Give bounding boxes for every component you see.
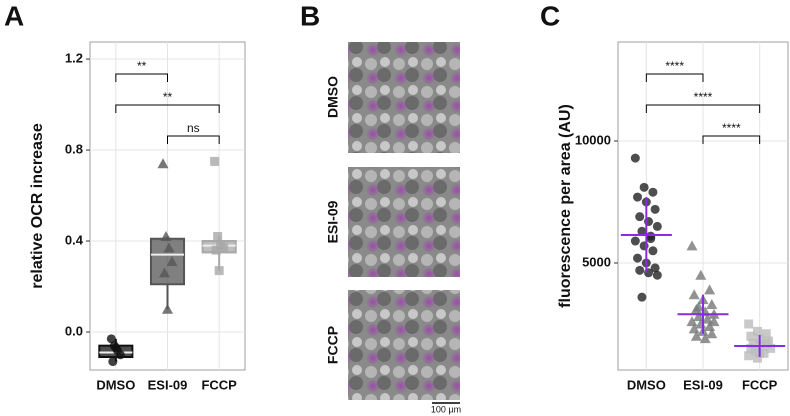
point (166, 256, 178, 267)
significance-label: ** (137, 59, 147, 73)
point (157, 158, 169, 169)
point (686, 240, 698, 251)
panel-label: C (540, 0, 560, 31)
y-axis-label: fluorescence per area (AU) (557, 104, 574, 308)
y-tick-label: 0.8 (65, 141, 83, 156)
image-label: ESI-09 (325, 200, 341, 243)
y-tick-label: 0.0 (65, 323, 83, 338)
point (688, 323, 700, 334)
point (214, 266, 224, 276)
panel-label: B (300, 0, 320, 31)
point (630, 153, 640, 163)
point (646, 234, 656, 244)
point (648, 246, 658, 256)
point (159, 267, 170, 278)
significance-label: **** (722, 121, 741, 135)
point (686, 316, 698, 327)
point (752, 353, 762, 363)
significance-bracket (115, 104, 220, 113)
point (693, 311, 705, 322)
point (746, 343, 756, 353)
point (637, 226, 647, 236)
point (630, 236, 640, 246)
image-label: FCCP (325, 326, 341, 364)
point (688, 289, 700, 300)
point (650, 204, 660, 214)
micrographs: DMSO ESI-09 FCCP 100 µm (325, 42, 461, 414)
image (348, 290, 460, 400)
point (706, 328, 718, 339)
point (163, 242, 175, 253)
x-tick-label: ESI-09 (683, 377, 723, 392)
point (635, 212, 645, 222)
y-tick-label: 10000 (575, 132, 611, 147)
point (633, 253, 643, 263)
point (650, 263, 660, 273)
point (652, 221, 662, 231)
point (748, 339, 758, 349)
panel-label: A (4, 0, 24, 31)
image-label: DMSO (325, 76, 341, 118)
point (639, 182, 649, 192)
significance-bracket (645, 73, 704, 82)
point (701, 313, 713, 324)
significance-bracket (115, 73, 168, 82)
significance-label: ns (187, 121, 200, 135)
x-tick-label: DMSO (96, 377, 135, 392)
point (106, 334, 116, 344)
point (652, 270, 662, 280)
y-axis-label: relative OCR increase (29, 123, 46, 289)
point (695, 269, 707, 280)
point (708, 316, 720, 327)
point (744, 351, 754, 361)
x-tick-label: DMSO (627, 377, 666, 392)
y-tick-label: 0.4 (65, 232, 84, 247)
point (213, 231, 223, 241)
significance-bracket (702, 135, 761, 144)
point (761, 329, 771, 339)
point (704, 284, 716, 295)
point (633, 192, 643, 202)
y-tick-label: 1.2 (65, 50, 83, 65)
image (348, 42, 460, 153)
point (746, 331, 756, 341)
point (761, 339, 771, 349)
point (162, 303, 173, 314)
x-tick-label: ESI-09 (148, 377, 188, 392)
x-tick-label: FCCP (201, 377, 237, 392)
point (210, 156, 220, 166)
point (699, 333, 711, 344)
point (111, 343, 121, 353)
significance-bracket (167, 135, 220, 144)
significance-bracket (645, 104, 761, 113)
significance-label: **** (665, 59, 684, 73)
point (648, 187, 658, 197)
point (108, 357, 118, 367)
point (160, 230, 172, 241)
point (744, 319, 754, 329)
point (211, 245, 221, 255)
scale-bar-label: 100 µm (431, 404, 461, 414)
point (766, 343, 776, 353)
significance-label: ** (163, 90, 173, 104)
point (706, 298, 718, 309)
significance-label: **** (694, 90, 713, 104)
point (115, 350, 125, 360)
y-tick-label: 5000 (582, 254, 611, 269)
point (219, 243, 229, 253)
image (348, 167, 460, 277)
x-tick-label: FCCP (742, 377, 778, 392)
point (752, 326, 762, 336)
point (637, 292, 647, 302)
point (693, 301, 705, 312)
point (690, 330, 702, 341)
point (635, 265, 645, 275)
